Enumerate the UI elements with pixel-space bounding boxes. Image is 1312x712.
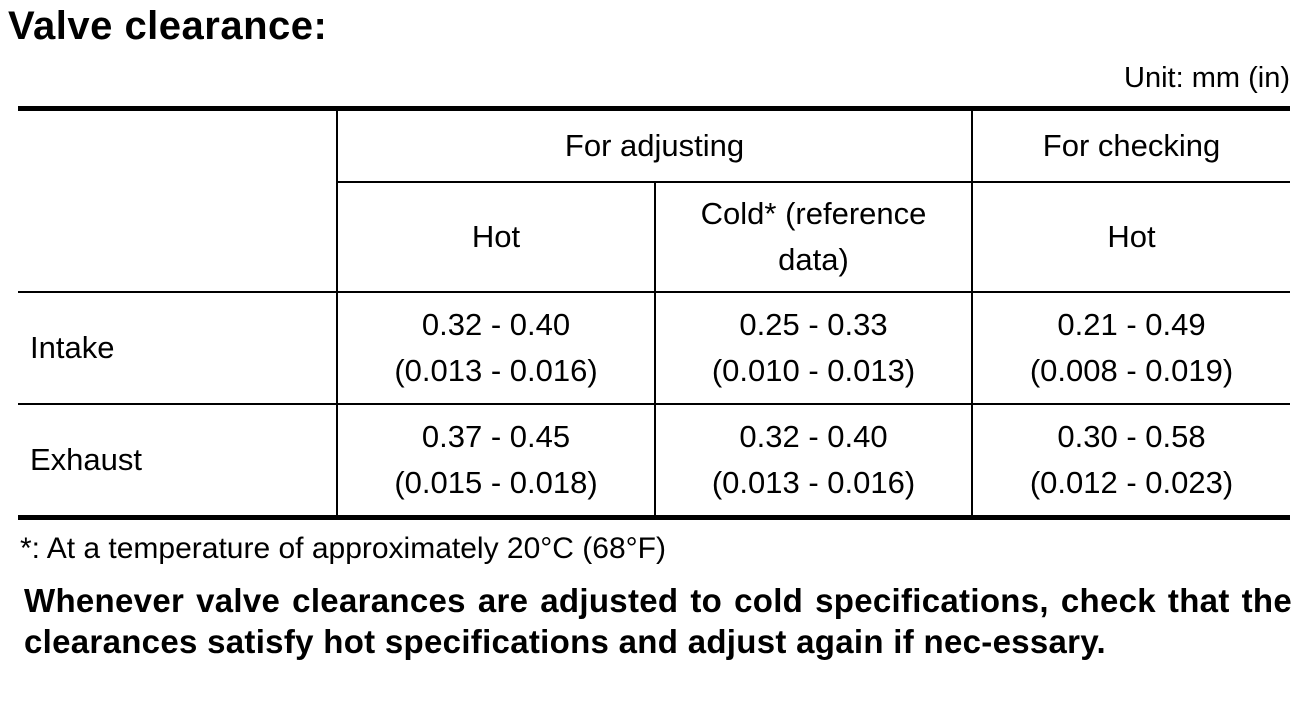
- subheader-checking-hot: Hot: [971, 181, 1290, 293]
- footnote: *: At a temperature of approximately 20°…: [20, 532, 666, 565]
- unit-label: Unit: mm (in): [1124, 62, 1290, 94]
- exhaust-checking-hot: 0.30 - 0.58 (0.012 - 0.023): [971, 403, 1290, 520]
- cell-value-in: (0.010 - 0.013): [711, 353, 916, 388]
- table-row-exhaust: Exhaust 0.37 - 0.45 (0.015 - 0.018) 0.32…: [18, 403, 1290, 520]
- cell-value-in: (0.013 - 0.016): [394, 353, 598, 388]
- header-corner-cell: [18, 106, 338, 293]
- cell-value-mm: 0.37 - 0.45: [421, 419, 571, 454]
- cell-value-in: (0.013 - 0.016): [711, 465, 916, 500]
- cell-value-mm: 0.30 - 0.58: [1057, 419, 1206, 454]
- exhaust-adjusting-hot: 0.37 - 0.45 (0.015 - 0.018): [336, 403, 656, 520]
- valve-clearance-table: For adjusting For checking Hot Cold* (re…: [18, 106, 1290, 520]
- subheader-cold-line2: data): [778, 242, 849, 277]
- cell-value-in: (0.012 - 0.023): [1029, 465, 1234, 500]
- caution-note: Whenever valve clearances are adjusted t…: [24, 582, 1292, 660]
- cell-value-in: (0.008 - 0.019): [1029, 353, 1234, 388]
- subheader-adjusting-cold: Cold* (reference data): [654, 181, 973, 293]
- page-title: Valve clearance:: [8, 4, 328, 48]
- header-for-adjusting: For adjusting: [336, 106, 973, 183]
- cell-value-mm: 0.25 - 0.33: [739, 307, 888, 342]
- table-subheader-row: Hot Cold* (reference data) Hot: [18, 181, 1290, 293]
- cell-value-mm: 0.32 - 0.40: [739, 419, 888, 454]
- exhaust-adjusting-cold: 0.32 - 0.40 (0.013 - 0.016): [654, 403, 973, 520]
- table-row-intake: Intake 0.32 - 0.40 (0.013 - 0.016) 0.25 …: [18, 291, 1290, 405]
- cell-value-mm: 0.32 - 0.40: [421, 307, 571, 342]
- intake-adjusting-hot: 0.32 - 0.40 (0.013 - 0.016): [336, 291, 656, 405]
- row-label-exhaust: Exhaust: [18, 403, 338, 520]
- cell-value-mm: 0.21 - 0.49: [1057, 307, 1206, 342]
- row-label-intake: Intake: [18, 291, 338, 405]
- subheader-adjusting-hot: Hot: [337, 181, 656, 293]
- table-header-row: For adjusting For checking: [18, 106, 1290, 293]
- subheader-cold-line1: Cold* (reference: [700, 196, 927, 231]
- header-for-checking: For checking: [971, 106, 1290, 183]
- intake-checking-hot: 0.21 - 0.49 (0.008 - 0.019): [971, 291, 1290, 405]
- cell-value-in: (0.015 - 0.018): [394, 465, 598, 500]
- intake-adjusting-cold: 0.25 - 0.33 (0.010 - 0.013): [654, 291, 973, 405]
